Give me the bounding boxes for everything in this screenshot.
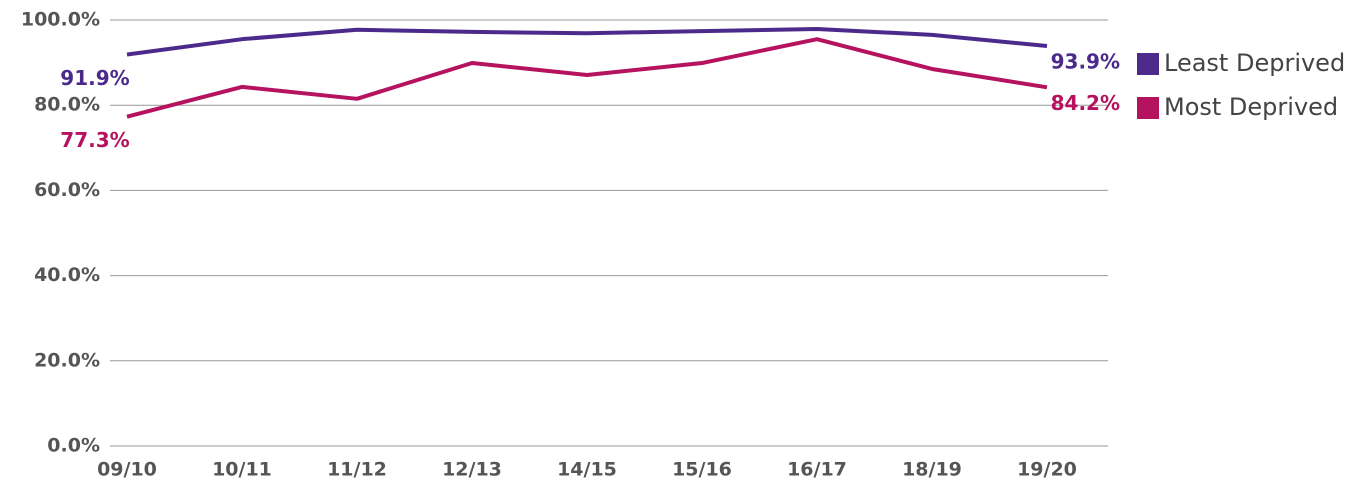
y-tick-label: 80.0% xyxy=(34,94,100,116)
legend-label: Least Deprived xyxy=(1164,49,1345,77)
x-tick-label: 19/20 xyxy=(1017,459,1077,481)
x-tick-label: 18/19 xyxy=(902,459,962,481)
x-tick-label: 09/10 xyxy=(97,459,157,481)
data-label: 91.9% xyxy=(60,66,129,90)
x-tick-label: 10/11 xyxy=(212,459,272,481)
data-label: 93.9% xyxy=(1051,49,1120,73)
y-tick-label: 0.0% xyxy=(47,435,100,457)
x-tick-label: 12/13 xyxy=(442,459,502,481)
legend-swatch xyxy=(1137,97,1159,119)
data-label: 77.3% xyxy=(60,128,129,152)
y-tick-label: 60.0% xyxy=(34,179,100,201)
y-tick-label: 40.0% xyxy=(34,264,100,286)
x-tick-label: 15/16 xyxy=(672,459,732,481)
x-tick-label: 11/12 xyxy=(327,459,387,481)
legend-label: Most Deprived xyxy=(1164,93,1338,121)
legend-swatch xyxy=(1137,53,1159,75)
y-tick-label: 20.0% xyxy=(34,349,100,371)
x-tick-label: 14/15 xyxy=(557,459,617,481)
x-tick-label: 16/17 xyxy=(787,459,847,481)
data-label: 84.2% xyxy=(1051,91,1120,115)
y-tick-label: 100.0% xyxy=(21,9,100,31)
line xyxy=(126,26,1048,57)
line xyxy=(126,37,1048,119)
